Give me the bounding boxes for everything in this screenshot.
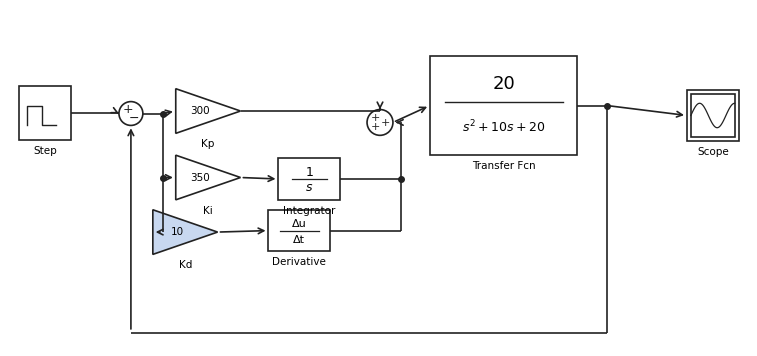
- Text: s: s: [306, 181, 313, 194]
- Text: Δu: Δu: [292, 219, 307, 229]
- Bar: [269, 210, 330, 251]
- Text: Derivative: Derivative: [273, 257, 326, 267]
- Text: Scope: Scope: [697, 147, 729, 157]
- Text: +: +: [123, 103, 133, 116]
- Text: 350: 350: [191, 173, 210, 183]
- Text: +: +: [370, 122, 380, 132]
- Text: Transfer Fcn: Transfer Fcn: [472, 161, 535, 171]
- Bar: [20, 86, 71, 140]
- Bar: [279, 158, 340, 200]
- Polygon shape: [176, 155, 241, 200]
- Text: 300: 300: [191, 106, 210, 116]
- Text: Ki: Ki: [203, 206, 213, 216]
- Text: Kp: Kp: [201, 139, 215, 149]
- Text: Kd: Kd: [179, 260, 192, 270]
- Text: 1: 1: [305, 166, 313, 179]
- Text: 20: 20: [492, 75, 515, 93]
- Text: Δt: Δt: [293, 235, 305, 245]
- Text: Integrator: Integrator: [283, 206, 335, 216]
- Text: $s^2+10s+20$: $s^2+10s+20$: [462, 119, 545, 136]
- Text: −: −: [129, 112, 139, 125]
- Polygon shape: [153, 210, 217, 255]
- Text: 10: 10: [171, 227, 184, 237]
- Text: Step: Step: [33, 146, 57, 156]
- Text: +: +: [380, 119, 390, 129]
- Bar: [691, 94, 735, 137]
- Bar: [687, 90, 739, 141]
- Bar: [430, 56, 578, 155]
- Polygon shape: [176, 89, 241, 134]
- Text: +: +: [370, 114, 380, 124]
